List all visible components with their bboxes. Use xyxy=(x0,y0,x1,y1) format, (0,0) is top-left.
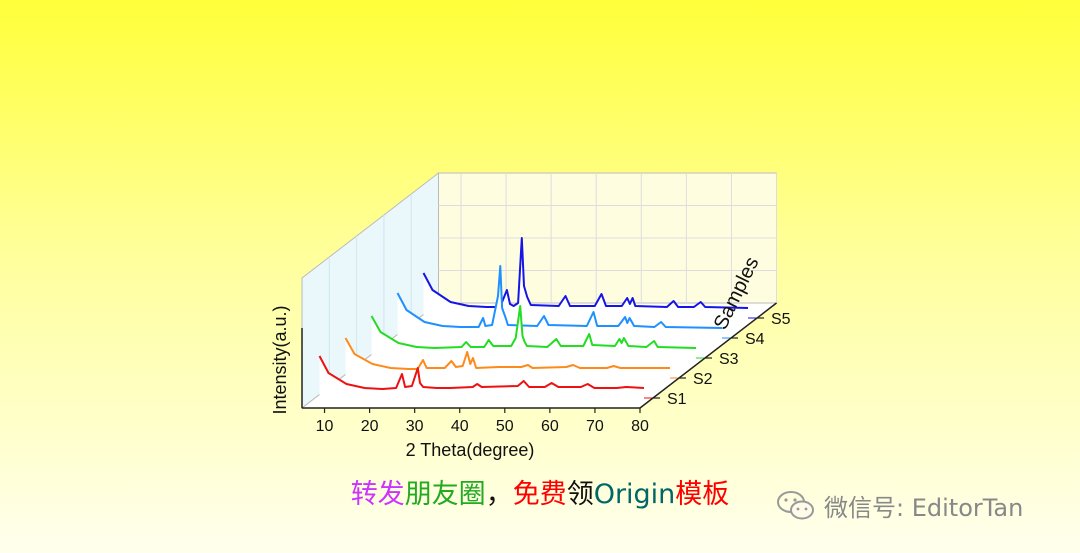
x-tick-label: 50 xyxy=(496,418,514,435)
caption-part-3: ， xyxy=(485,479,513,510)
series-line-S3 xyxy=(370,305,697,349)
series-fill-S4 xyxy=(397,266,722,338)
promo-caption: 转发朋友圈，免费领Origin模板 xyxy=(0,472,1080,511)
x-tick-label: 60 xyxy=(541,418,559,435)
caption-part-2: 朋友圈 xyxy=(404,479,486,510)
caption-part-4: 免费 xyxy=(512,479,567,510)
z-tick-label: S3 xyxy=(719,351,739,368)
y-axis-title: Intensity(a.u.) xyxy=(270,305,290,414)
chart-series xyxy=(318,237,757,399)
series-fill-S3 xyxy=(371,306,696,358)
x-axis-title: 2 Theta(degree) xyxy=(406,440,535,460)
watermark: 微信号: EditorTan xyxy=(776,488,1023,523)
caption-part-1: 转发 xyxy=(350,479,405,510)
z-tick-label: S5 xyxy=(771,311,791,328)
series-line-S2 xyxy=(344,337,670,370)
x-tick-label: 40 xyxy=(451,418,469,435)
caption-part-7: 模板 xyxy=(675,479,730,510)
z-axis-line xyxy=(639,302,777,409)
x-tick-label: 30 xyxy=(406,418,424,435)
x-tick-label: 80 xyxy=(631,418,649,435)
z-tick-label: S4 xyxy=(745,331,765,348)
x-tick-label: 20 xyxy=(361,418,379,435)
chart-ticks: 10 20 30 40 50 60 70 80 S1 S2 S3 S4 S5 xyxy=(316,311,791,435)
z-tick-label: S2 xyxy=(693,371,713,388)
series-line-S1 xyxy=(318,355,645,390)
caption-part-6: Origin xyxy=(593,479,676,510)
chart-axes xyxy=(301,302,777,409)
chart-gridlines xyxy=(328,173,777,387)
watermark-text: 微信号: EditorTan xyxy=(824,494,1024,522)
z-tick-label: S1 xyxy=(667,391,687,408)
x-tick-label: 70 xyxy=(586,418,604,435)
wechat-icon xyxy=(777,490,814,519)
waterfall-chart: 10 20 30 40 50 60 70 80 S1 S2 S3 S4 S5 2 Theta(degre… xyxy=(270,171,791,460)
series-line-S4 xyxy=(396,265,723,329)
caption-part-5: 领 xyxy=(566,479,594,510)
x-tick-label: 10 xyxy=(316,418,334,435)
